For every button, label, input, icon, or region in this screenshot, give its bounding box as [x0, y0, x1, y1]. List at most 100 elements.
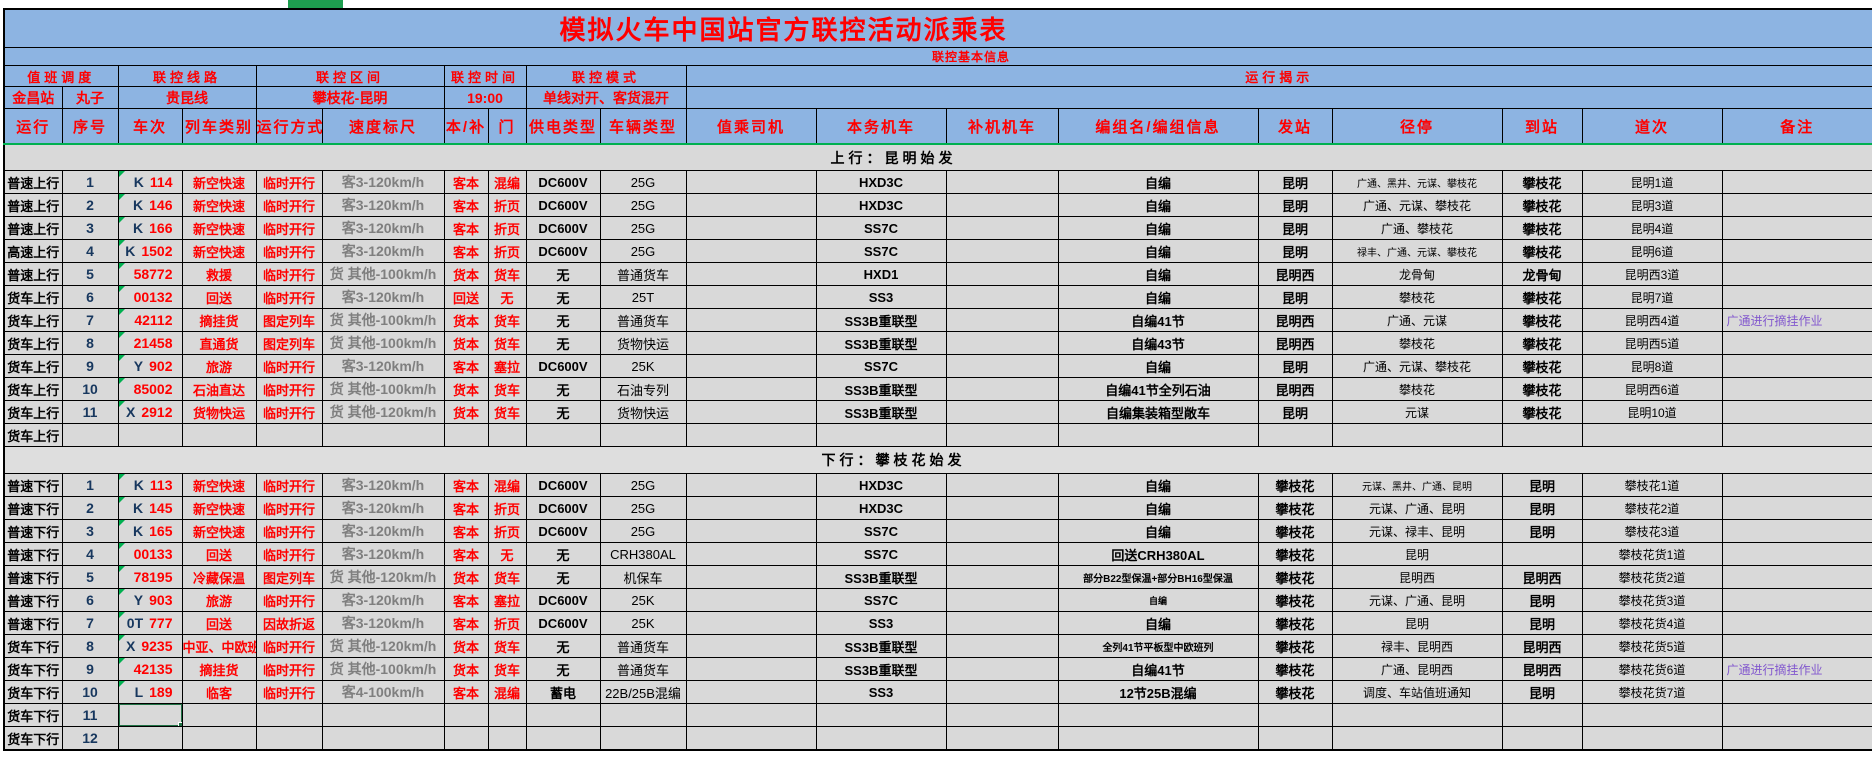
cell-stock-type[interactable]: 货物快运	[599, 400, 687, 424]
cell-power-type[interactable]: 无	[525, 377, 601, 401]
column-header-train-no[interactable]: 车次	[117, 108, 183, 145]
cell-consist[interactable]: 自编	[1057, 611, 1259, 635]
cell-train-no[interactable]: K 113	[117, 473, 183, 497]
cell-run[interactable]: 普速下行	[3, 542, 63, 566]
cell-train-no[interactable]	[117, 703, 183, 727]
cell-driver[interactable]	[685, 285, 817, 309]
cell-via-stops[interactable]: 广通、黑井、元谋、攀枝花	[1331, 170, 1503, 194]
cell-origin[interactable]: 攀枝花	[1257, 519, 1333, 543]
cell-origin[interactable]: 昆明	[1257, 170, 1333, 194]
cell-run-mode[interactable]	[255, 423, 323, 447]
cell-door[interactable]: 折页	[487, 239, 527, 263]
column-header-power-type[interactable]: 供电类型	[525, 108, 601, 145]
cell-destination[interactable]: 昆明西	[1501, 657, 1583, 681]
cell-category[interactable]: 旅游	[181, 354, 257, 378]
cell-speed-scale[interactable]: 客3-120km/h	[321, 239, 445, 263]
cell-run-mode[interactable]: 临时开行	[255, 519, 323, 543]
cell-train-no[interactable]: Y 903	[117, 588, 183, 612]
cell-destination[interactable]: 昆明	[1501, 680, 1583, 704]
cell-door[interactable]: 塞拉	[487, 588, 527, 612]
cell-track[interactable]: 攀枝花3道	[1581, 519, 1723, 543]
cell-speed-scale[interactable]	[321, 703, 445, 727]
cell-origin[interactable]: 昆明西	[1257, 331, 1333, 355]
cell-run[interactable]: 货车上行	[3, 308, 63, 332]
cell-destination[interactable]	[1501, 703, 1583, 727]
cell-train-no[interactable]: 00132	[117, 285, 183, 309]
cell-power-type[interactable]: DC600V	[525, 519, 601, 543]
info-value-3[interactable]: 攀枝花-昆明	[255, 86, 445, 109]
cell-destination[interactable]: 昆明西	[1501, 565, 1583, 589]
cell-destination[interactable]: 龙骨甸	[1501, 262, 1583, 286]
cell-destination[interactable]	[1501, 542, 1583, 566]
cell-destination[interactable]: 攀枝花	[1501, 308, 1583, 332]
cell-seq[interactable]: 8	[61, 634, 119, 658]
cell-remark[interactable]: 广通进行摘挂作业	[1721, 308, 1872, 332]
cell-category[interactable]: 直通货	[181, 331, 257, 355]
cell-door[interactable]	[487, 726, 527, 751]
cell-via-stops[interactable]: 禄丰、昆明西	[1331, 634, 1503, 658]
cell-main-loco[interactable]: SS3B重联型	[815, 634, 947, 658]
cell-run-mode[interactable]: 临时开行	[255, 285, 323, 309]
column-header-base-supp[interactable]: 本/补	[443, 108, 489, 145]
cell-base-supp[interactable]: 客本	[443, 611, 489, 635]
cell-base-supp[interactable]: 客本	[443, 542, 489, 566]
cell-track[interactable]: 攀枝花2道	[1581, 496, 1723, 520]
cell-main-loco[interactable]: HXD3C	[815, 170, 947, 194]
cell-door[interactable]: 塞拉	[487, 354, 527, 378]
cell-train-no[interactable]: L 189	[117, 680, 183, 704]
cell-train-no[interactable]: 58772	[117, 262, 183, 286]
cell-speed-scale[interactable]: 货 其他-100km/h	[321, 657, 445, 681]
cell-remark[interactable]	[1721, 354, 1872, 378]
cell-destination[interactable]: 昆明	[1501, 588, 1583, 612]
cell-via-stops[interactable]: 元谋、黑井、广通、昆明	[1331, 473, 1503, 497]
cell-speed-scale[interactable]: 货 其他-100km/h	[321, 308, 445, 332]
cell-power-type[interactable]: 无	[525, 565, 601, 589]
cell-remark[interactable]	[1721, 423, 1872, 447]
cell-category[interactable]: 新空快速	[181, 496, 257, 520]
cell-train-no[interactable]: 00133	[117, 542, 183, 566]
cell-remark[interactable]	[1721, 239, 1872, 263]
cell-helper-loco[interactable]	[945, 542, 1059, 566]
info-header-0[interactable]: 值班调度	[3, 65, 119, 87]
cell-remark[interactable]	[1721, 726, 1872, 751]
cell-helper-loco[interactable]	[945, 331, 1059, 355]
cell-run[interactable]: 普速上行	[3, 193, 63, 217]
cell-track[interactable]: 昆明西6道	[1581, 377, 1723, 401]
cell-track[interactable]: 昆明4道	[1581, 216, 1723, 240]
cell-remark[interactable]	[1721, 193, 1872, 217]
cell-origin[interactable]: 攀枝花	[1257, 657, 1333, 681]
cell-remark[interactable]	[1721, 170, 1872, 194]
cell-speed-scale[interactable]: 客3-120km/h	[321, 473, 445, 497]
cell-via-stops[interactable]: 龙骨甸	[1331, 262, 1503, 286]
cell-consist[interactable]: 自编	[1057, 473, 1259, 497]
cell-category[interactable]	[181, 423, 257, 447]
cell-main-loco[interactable]: SS3B重联型	[815, 308, 947, 332]
cell-helper-loco[interactable]	[945, 657, 1059, 681]
cell-run[interactable]: 普速上行	[3, 216, 63, 240]
cell-origin[interactable]: 攀枝花	[1257, 680, 1333, 704]
cell-run[interactable]: 货车下行	[3, 703, 63, 727]
cell-destination[interactable]: 攀枝花	[1501, 400, 1583, 424]
cell-helper-loco[interactable]	[945, 216, 1059, 240]
cell-base-supp[interactable]: 客本	[443, 680, 489, 704]
cell-stock-type[interactable]: 25G	[599, 193, 687, 217]
cell-run-mode[interactable]: 临时开行	[255, 473, 323, 497]
cell-remark[interactable]	[1721, 473, 1872, 497]
cell-track[interactable]	[1581, 726, 1723, 751]
cell-power-type[interactable]: 无	[525, 634, 601, 658]
cell-door[interactable]: 货车	[487, 565, 527, 589]
cell-destination[interactable]: 攀枝花	[1501, 239, 1583, 263]
cell-consist[interactable]: 自编41节	[1057, 308, 1259, 332]
cell-run[interactable]: 货车上行	[3, 285, 63, 309]
cell-stock-type[interactable]: 普通货车	[599, 634, 687, 658]
cell-category[interactable]: 回送	[181, 285, 257, 309]
cell-origin[interactable]: 昆明	[1257, 400, 1333, 424]
cell-consist[interactable]: 全列41节平板型中欧班列	[1057, 634, 1259, 658]
cell-power-type[interactable]: DC600V	[525, 496, 601, 520]
column-header-consist[interactable]: 编组名/编组信息	[1057, 108, 1259, 145]
cell-via-stops[interactable]: 广通、元谋	[1331, 308, 1503, 332]
cell-door[interactable]: 货车	[487, 308, 527, 332]
cell-seq[interactable]: 2	[61, 496, 119, 520]
cell-category[interactable]: 新空快速	[181, 216, 257, 240]
cell-track[interactable]: 攀枝花货2道	[1581, 565, 1723, 589]
